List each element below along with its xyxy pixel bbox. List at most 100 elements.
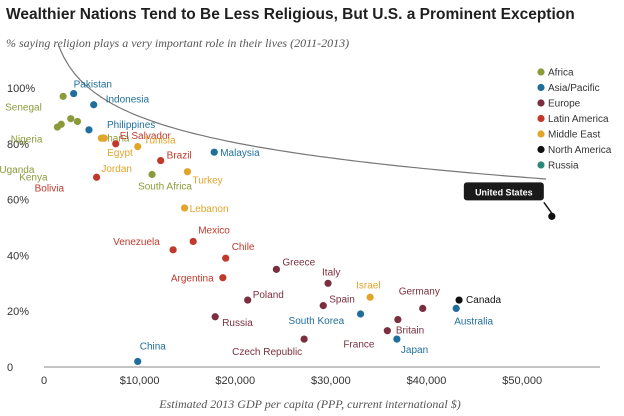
- point-chile: [222, 254, 230, 262]
- point-label-pakistan: Pakistan: [74, 80, 112, 91]
- y-tick-label: 20%: [7, 306, 29, 318]
- point-label-kenya: Kenya: [19, 172, 48, 183]
- point-label-france: France: [343, 340, 375, 351]
- point-label-australia: Australia: [454, 316, 493, 327]
- point-label-mexico: Mexico: [198, 225, 230, 236]
- us-callout-box: [463, 182, 544, 201]
- point-label-poland: Poland: [253, 290, 284, 301]
- point-label-jordan: Jordan: [101, 164, 132, 175]
- point-south-africa: [148, 170, 156, 179]
- point-label-bolivia: Bolivia: [35, 183, 65, 194]
- x-tick-label: $40,000: [407, 375, 447, 387]
- point-jordan: [97, 134, 105, 142]
- point-label-japan: Japan: [401, 345, 428, 356]
- chart-title: Wealthier Nations Tend to Be Less Religi…: [6, 6, 575, 23]
- y-tick-label: 60%: [7, 195, 29, 207]
- point-venezuela: [169, 246, 177, 254]
- legend-marker-europe: [537, 99, 545, 107]
- point-label-senegal: Senegal: [5, 102, 42, 113]
- point-label-chile: Chile: [232, 242, 255, 253]
- point-label-czech-republic: Czech Republic: [232, 347, 302, 358]
- point-kenya: [57, 120, 65, 128]
- point-label-nigeria: Nigeria: [11, 135, 43, 146]
- point-label-germany: Germany: [399, 286, 440, 297]
- point-australia: [452, 304, 460, 313]
- point-canada: [455, 296, 463, 304]
- point-malaysia: [210, 148, 218, 156]
- point-israel: [366, 293, 374, 301]
- y-tick-label: 0: [7, 362, 13, 374]
- point-nigeria: [67, 115, 75, 123]
- legend-marker-middle-east: [537, 130, 545, 138]
- legend-marker-africa: [537, 68, 545, 76]
- point-label-ghana: Ghana: [99, 133, 129, 144]
- point-lebanon: [180, 204, 189, 212]
- point-label-united-states: United States: [475, 187, 533, 197]
- legend-marker-asia-pacific: [537, 83, 545, 92]
- point-label-lebanon: Lebanon: [190, 204, 229, 215]
- point-label-spain: Spain: [329, 295, 355, 306]
- point-label-argentina: Argentina: [171, 274, 214, 285]
- point-label-el-salvador: El Salvador: [120, 131, 172, 142]
- point-label-israel: Israel: [356, 280, 380, 291]
- point-label-canada: Canada: [466, 295, 501, 306]
- point-label-south-africa: South Africa: [138, 181, 192, 192]
- point-south-korea: [356, 310, 365, 318]
- point-label-philippines: Philippines: [107, 120, 155, 131]
- point-britain: [394, 315, 402, 324]
- y-axis-ticks: 0 20% 40% 60% 80% 100%: [7, 83, 35, 374]
- legend-item-latin-america: Latin America: [548, 114, 609, 125]
- point-label-brazil: Brazil: [167, 151, 192, 162]
- point-label-china: China: [140, 341, 167, 352]
- legend-marker-north-america: [537, 145, 545, 154]
- point-label-greece: Greece: [282, 257, 315, 268]
- x-tick-label: 0: [41, 375, 47, 387]
- x-axis-ticks: 0 $10,000 $20,000 $30,000 $40,000 $50,000: [41, 375, 542, 387]
- point-label-uganda: Uganda: [0, 165, 35, 176]
- point-label-indonesia: Indonesia: [106, 95, 150, 106]
- legend-item-europe: Europe: [548, 99, 581, 110]
- x-tick-label: $10,000: [120, 375, 160, 387]
- point-spain: [319, 302, 327, 310]
- chart-subtitle: % saying religion plays a very important…: [6, 36, 349, 50]
- point-china: [134, 357, 142, 366]
- trend-layer: [57, 44, 547, 180]
- y-tick-label: 40%: [7, 250, 29, 262]
- point-czech-republic: [300, 335, 308, 343]
- point-france: [383, 327, 391, 335]
- point-label-italy: Italy: [322, 267, 340, 278]
- point-ghana: [73, 117, 82, 126]
- legend-marker-latin-america: [537, 114, 545, 123]
- point-brazil: [157, 156, 165, 165]
- point-label-egypt: Egypt: [107, 148, 133, 159]
- legend-item-africa: Africa: [548, 68, 574, 79]
- point-label-malaysia: Malaysia: [220, 148, 260, 159]
- point-japan: [393, 335, 401, 343]
- legend-item-russia: Russia: [548, 161, 579, 172]
- point-germany: [419, 304, 427, 313]
- legend-marker-russia: [537, 161, 545, 169]
- point-el-salvador: [112, 140, 120, 148]
- x-tick-label: $50,000: [502, 375, 542, 387]
- legend-item-asia-pacific: Asia/Pacific: [548, 83, 600, 94]
- point-label-south-korea: South Korea: [289, 316, 345, 327]
- x-axis-label: Estimated 2013 GDP per capita (PPP, curr…: [158, 397, 460, 411]
- point-turkey: [183, 168, 192, 176]
- point-label-britain: Britain: [396, 326, 424, 337]
- legend: Africa Asia/Pacific Europe Latin America Mid…: [537, 68, 612, 172]
- point-indonesia: [90, 101, 98, 109]
- legend-item-middle-east: Middle East: [548, 130, 600, 141]
- point-senegal: [59, 92, 67, 100]
- x-tick-label: $20,000: [215, 375, 255, 387]
- point-bolivia: [93, 173, 101, 181]
- point-label-russia: Russia: [222, 318, 253, 329]
- legend-item-north-america: North America: [548, 145, 612, 156]
- point-label-venezuela: Venezuela: [113, 237, 160, 248]
- point-label-tunisia: Tunisia: [144, 136, 176, 147]
- x-tick-label: $30,000: [311, 375, 351, 387]
- point-greece: [272, 265, 280, 273]
- point-argentina: [219, 274, 227, 282]
- y-tick-label: 80%: [7, 139, 29, 151]
